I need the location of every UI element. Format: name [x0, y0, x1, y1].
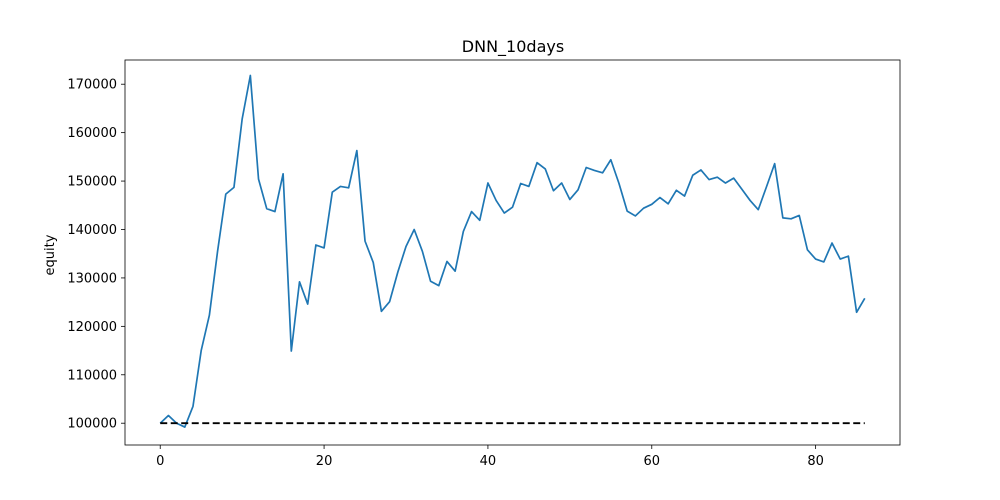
- x-tick-label: 80: [807, 454, 824, 469]
- y-tick-label: 150000: [67, 175, 117, 190]
- equity-series-line: [159, 74, 866, 428]
- x-tick-label: 0: [156, 454, 164, 469]
- x-tick-label: 40: [480, 454, 497, 469]
- y-tick-label: 120000: [67, 320, 117, 335]
- x-tick-label: 60: [643, 454, 660, 469]
- plot-area: [159, 74, 866, 428]
- y-tick-label: 100000: [67, 417, 117, 432]
- y-tick-label: 110000: [67, 368, 117, 383]
- y-axis-label: equity: [43, 234, 58, 275]
- axis-ticks: 0 20 40 60 80 100000 110000 120000 130000 140000 1…: [67, 78, 824, 469]
- y-tick-label: 130000: [67, 271, 117, 286]
- plot-frame: [124, 59, 901, 446]
- y-tick-label: 170000: [67, 78, 117, 93]
- x-tick-label: 20: [316, 454, 333, 469]
- chart-title: DNN_10days: [462, 37, 564, 57]
- y-tick-label: 140000: [67, 223, 117, 238]
- y-tick-label: 160000: [67, 126, 117, 141]
